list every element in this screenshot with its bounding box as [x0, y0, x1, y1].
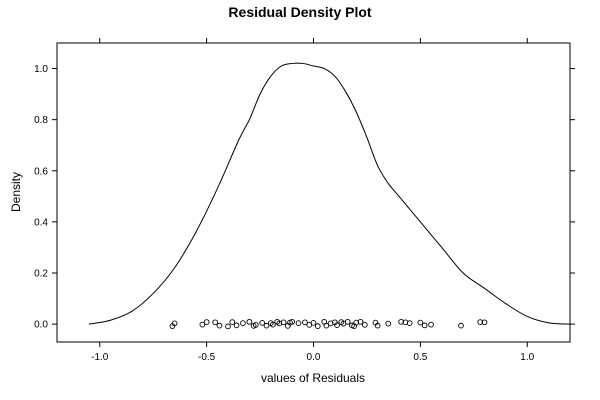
residual-point [225, 323, 231, 330]
y-tick-label: 0.8 [34, 115, 48, 126]
residual-point [270, 321, 276, 328]
residual-point [428, 321, 434, 328]
residual-point [233, 322, 240, 329]
residual-point [246, 318, 253, 325]
residual-point [374, 322, 381, 329]
residual-point [280, 319, 287, 326]
residual-point [417, 319, 424, 326]
residual-point [229, 319, 236, 325]
residual-point [216, 322, 223, 329]
residual-point [334, 322, 340, 328]
x-tick-label: 0.0 [307, 352, 321, 363]
residual-point [310, 319, 317, 326]
residual-point [458, 322, 464, 329]
y-tick-label: 0.6 [34, 166, 48, 177]
plot-frame [56, 42, 571, 343]
x-tick-label: 1.0 [520, 352, 534, 363]
axis-ticks [52, 38, 575, 347]
residual-point [171, 320, 178, 327]
residual-point [203, 319, 210, 325]
x-axis-label: values of Residuals [261, 371, 365, 385]
density-curve [88, 62, 571, 325]
residual-point [263, 322, 270, 329]
residual-point [398, 318, 404, 325]
residual-points [169, 318, 488, 330]
residual-point [295, 320, 302, 326]
residual-point [344, 318, 351, 325]
residual-point [323, 322, 330, 329]
residual-point [302, 319, 308, 326]
residual-point [240, 320, 246, 326]
residual-point [361, 322, 368, 328]
y-tick-label: 0.2 [34, 269, 48, 280]
residual-point [357, 318, 364, 325]
y-tick-label: 0.0 [34, 320, 48, 331]
residual-point [289, 318, 295, 325]
x-tick-label: 0.5 [413, 352, 427, 363]
x-tick-label: -1.0 [91, 352, 109, 363]
residual-point [212, 319, 219, 326]
residual-point [252, 322, 259, 328]
residual-point [199, 321, 206, 328]
residual-point [385, 320, 392, 327]
residual-point [259, 319, 266, 326]
residual-point [421, 322, 428, 329]
residual-point [314, 323, 321, 330]
chart-title: Residual Density Plot [228, 4, 371, 20]
axis-tick-labels: -1.0 -0.5 0.0 0.5 1.0 0.0 0.2 0.4 0.6 0.8 1.0 [34, 64, 535, 363]
y-tick-label: 0.4 [34, 217, 48, 228]
residual-point [477, 319, 484, 325]
residual-point [481, 319, 488, 326]
x-tick-label: -0.5 [198, 352, 216, 363]
y-axis-label: Density [9, 172, 23, 212]
y-tick-label: 1.0 [34, 64, 48, 75]
residual-point [406, 320, 413, 326]
